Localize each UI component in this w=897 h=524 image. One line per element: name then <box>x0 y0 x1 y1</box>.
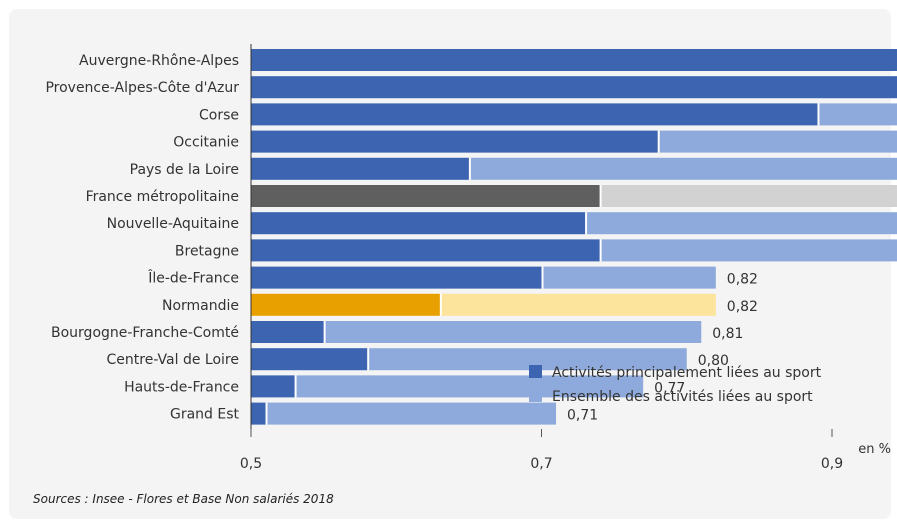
category-label: Pays de la Loire <box>130 162 239 178</box>
bar-ensemble <box>251 321 702 343</box>
bar-ensemble <box>251 402 557 425</box>
value-label: 0,77 <box>654 380 685 396</box>
value-label: 0,82 <box>727 299 758 315</box>
bar-principal <box>251 321 324 343</box>
category-label: Grand Est <box>170 407 240 423</box>
bar-principal <box>251 375 295 398</box>
bar-principal <box>251 49 897 71</box>
category-label: Corse <box>199 107 239 123</box>
category-label: Nouvelle-Aquitaine <box>107 216 239 232</box>
bar-principal <box>251 293 440 316</box>
value-label: 0,80 <box>698 353 729 369</box>
legend-label: Activités principalement liées au sport <box>552 365 822 381</box>
bar-principal <box>251 212 586 235</box>
bar-principal <box>251 103 818 126</box>
legend-label: Ensemble des activités liées au sport <box>552 389 813 405</box>
value-label: 0,71 <box>567 408 598 424</box>
x-tick-label: 0,9 <box>821 456 843 472</box>
bar-principal <box>251 130 658 153</box>
legend-swatch <box>529 365 542 378</box>
category-label: Provence-Alpes-Côte d'Azur <box>45 80 239 96</box>
x-axis-unit: en % <box>858 442 891 457</box>
category-label: Occitanie <box>173 135 239 151</box>
category-label: Bretagne <box>175 243 239 259</box>
bar-principal <box>251 266 542 289</box>
legend-swatch <box>529 389 542 402</box>
source-note: Sources : Insee - Flores et Base Non sal… <box>33 492 334 506</box>
bar-principal <box>251 76 897 99</box>
value-label: 0,82 <box>727 272 758 288</box>
bar-principal <box>251 402 266 425</box>
category-label: Île-de-France <box>147 269 239 287</box>
x-tick-label: 0,5 <box>240 456 262 472</box>
bar-principal <box>251 348 368 371</box>
x-tick-label: 0,7 <box>530 456 552 472</box>
category-label: Hauts-de-France <box>124 379 239 395</box>
bar-principal <box>251 185 600 207</box>
value-label: 0,81 <box>712 326 743 342</box>
bar-ensemble <box>251 375 644 398</box>
category-label: France métropolitaine <box>86 189 239 205</box>
category-label: Centre-Val de Loire <box>107 352 239 368</box>
bar-principal <box>251 239 600 262</box>
category-label: Bourgogne-Franche-Comté <box>51 325 239 341</box>
category-label: Normandie <box>162 298 239 314</box>
bar-principal <box>251 157 469 180</box>
category-label: Auvergne-Rhône-Alpes <box>79 53 239 69</box>
